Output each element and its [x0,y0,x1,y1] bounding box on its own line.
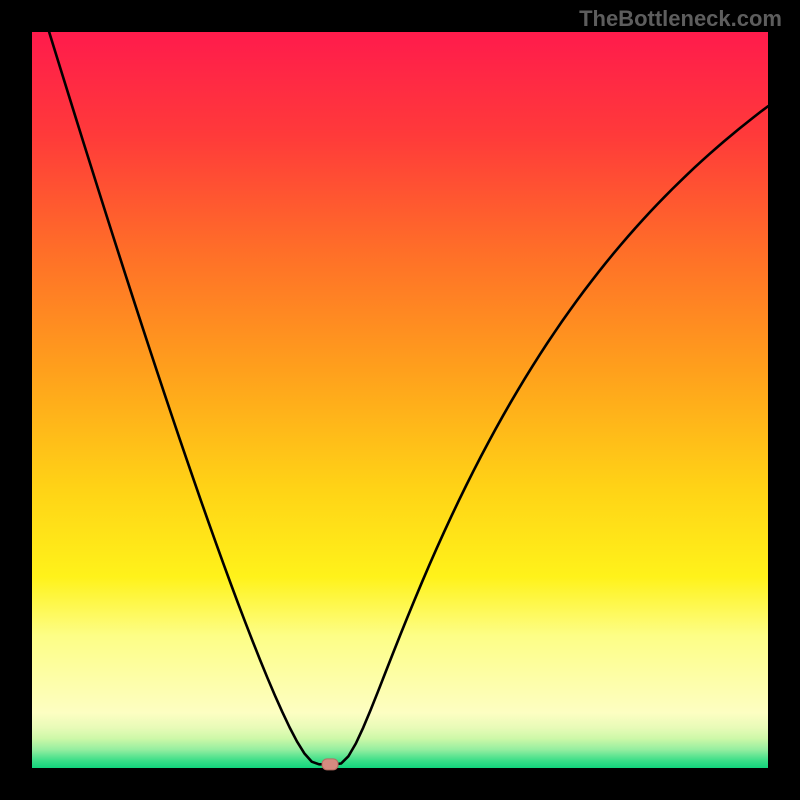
bottleneck-curve [32,0,768,764]
optimal-point-marker [322,759,338,770]
watermark-text: TheBottleneck.com [579,6,782,32]
chart-container: TheBottleneck.com [0,0,800,800]
chart-svg [0,0,800,800]
